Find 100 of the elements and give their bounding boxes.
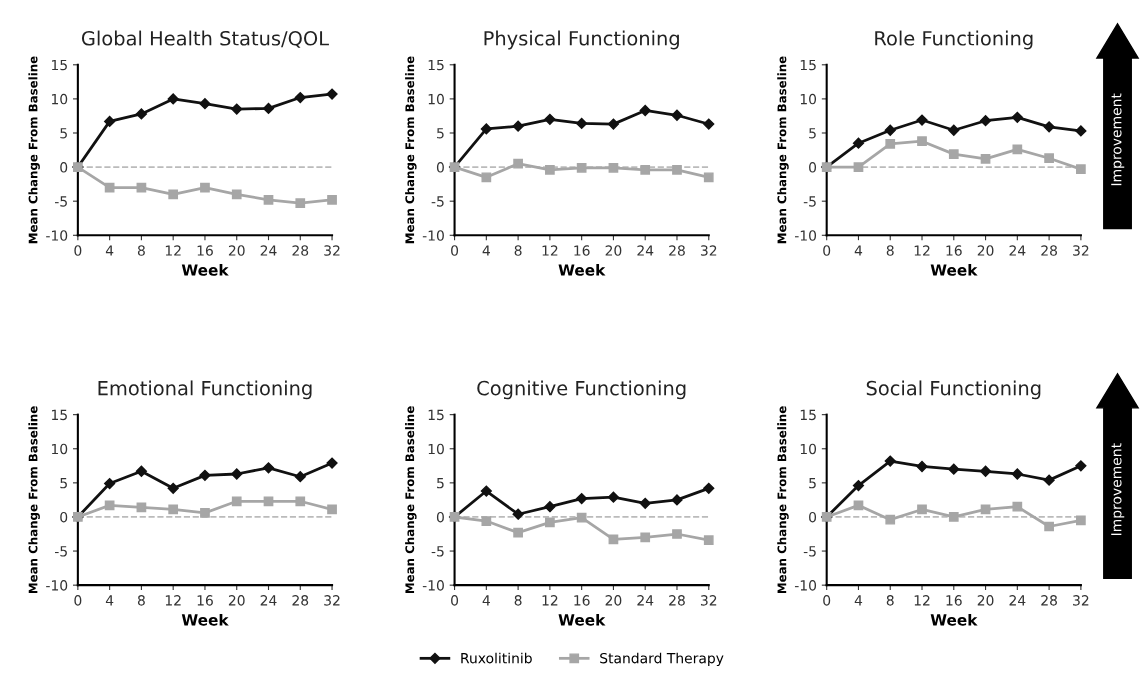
point xyxy=(1012,144,1023,155)
point xyxy=(640,532,651,543)
text: Improvement xyxy=(1111,443,1125,536)
y-tick-label: 5 xyxy=(809,128,816,139)
point xyxy=(295,198,306,209)
point xyxy=(231,468,243,480)
y-tick-label: 15 xyxy=(51,409,67,421)
point xyxy=(916,460,928,473)
point xyxy=(1076,164,1086,174)
y-axis-title: Mean Change From Baseline xyxy=(777,406,789,594)
x-tick-label: 16 xyxy=(197,245,213,256)
y-tick-label: 15 xyxy=(428,59,444,71)
x-tick-label: 20 xyxy=(605,595,622,606)
x-tick-label: 8 xyxy=(137,245,145,256)
x-tick-label: 16 xyxy=(946,245,962,256)
y-tick-label: 15 xyxy=(428,409,444,421)
point xyxy=(200,182,210,193)
x-tick-label: 0 xyxy=(451,245,459,256)
x-axis-title: Week xyxy=(930,264,978,276)
point xyxy=(167,482,179,494)
point xyxy=(884,124,896,136)
point xyxy=(167,93,179,105)
x-tick-label: 24 xyxy=(260,595,277,606)
y-tick-label: 0 xyxy=(60,162,68,173)
x-tick-label: 4 xyxy=(482,595,490,606)
x-tick-label: 8 xyxy=(514,595,522,606)
y-tick-label: 15 xyxy=(800,409,816,421)
x-tick-label: 28 xyxy=(669,595,685,606)
x-tick-label: 4 xyxy=(854,245,863,256)
point xyxy=(885,139,896,149)
legend-label: Ruxolitinib xyxy=(461,652,532,664)
point xyxy=(104,115,116,128)
x-axis-title: Week xyxy=(181,613,229,626)
point xyxy=(326,88,338,100)
point xyxy=(608,162,619,173)
x-tick-label: 16 xyxy=(197,595,213,606)
point xyxy=(545,517,555,528)
y-tick-label: -10 xyxy=(46,230,68,241)
point xyxy=(576,162,587,173)
point xyxy=(231,103,243,115)
point xyxy=(263,194,274,205)
point xyxy=(671,109,683,121)
y-tick-label: -10 xyxy=(422,580,444,591)
x-tick-label: 28 xyxy=(1041,595,1057,606)
x-tick-label: 16 xyxy=(574,245,590,256)
point xyxy=(948,149,959,159)
point xyxy=(327,504,337,515)
x-tick-label: 24 xyxy=(637,245,654,256)
point xyxy=(852,137,865,149)
y-tick-label: 15 xyxy=(51,59,67,71)
y-axis-title: Mean Change From Baseline xyxy=(28,56,40,244)
x-tick-label: 8 xyxy=(514,245,522,256)
x-tick-label: 8 xyxy=(137,595,145,606)
point xyxy=(640,164,651,175)
point xyxy=(326,457,338,469)
point xyxy=(545,164,555,175)
point xyxy=(576,492,588,505)
point xyxy=(231,496,242,507)
x-tick-label: 20 xyxy=(977,595,994,606)
y-tick-label: 10 xyxy=(800,93,817,105)
x-tick-label: 4 xyxy=(854,595,863,606)
point xyxy=(948,512,959,522)
text: Improvement xyxy=(1111,93,1125,186)
y-tick-label: -10 xyxy=(46,580,68,591)
point xyxy=(607,491,620,503)
y-tick-label: 15 xyxy=(800,59,816,71)
x-tick-label: 0 xyxy=(74,595,82,606)
point xyxy=(980,154,991,164)
x-tick-label: 32 xyxy=(700,245,717,256)
chart-title: Social Functioning xyxy=(866,380,1041,400)
y-tick-label: 10 xyxy=(51,93,68,105)
point xyxy=(1075,125,1087,137)
point xyxy=(231,189,242,200)
y-tick-label: 10 xyxy=(428,93,444,105)
point xyxy=(576,512,587,523)
y-tick-label: 0 xyxy=(809,511,817,523)
point xyxy=(481,516,492,526)
x-tick-label: 8 xyxy=(886,595,894,606)
y-tick-label: 5 xyxy=(60,128,67,139)
y-tick-label: 10 xyxy=(428,443,444,455)
point xyxy=(703,118,715,130)
x-tick-label: 20 xyxy=(605,245,622,256)
point xyxy=(703,482,715,494)
chart-title: Emotional Functioning xyxy=(98,380,312,400)
point xyxy=(480,485,492,497)
y-tick-label: 10 xyxy=(800,443,817,455)
y-tick-label: 5 xyxy=(437,478,444,489)
y-tick-label: 5 xyxy=(809,478,816,489)
chart-title: Cognitive Functioning xyxy=(477,380,686,400)
x-tick-label: 32 xyxy=(324,595,340,606)
chart-title: Physical Functioning xyxy=(484,30,679,50)
point xyxy=(199,98,211,110)
legend-label: Standard Therapy xyxy=(600,652,724,667)
x-tick-label: 24 xyxy=(637,595,654,606)
point xyxy=(853,162,864,172)
point xyxy=(639,497,651,509)
point xyxy=(1012,501,1023,512)
x-tick-label: 4 xyxy=(482,245,490,256)
point xyxy=(884,455,896,467)
y-tick-label: -5 xyxy=(54,546,67,557)
